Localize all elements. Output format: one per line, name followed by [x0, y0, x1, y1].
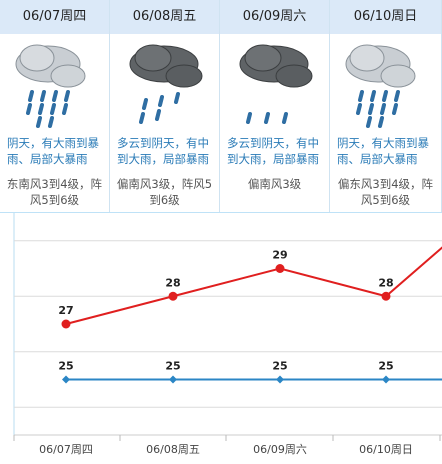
temperature-chart: 27 28 29 28 25 25 25 25 06/07周四 06/08周五 06/09周六 06/…	[0, 213, 442, 464]
x-tick-label: 06/08周五	[146, 443, 200, 456]
condition-text: 多云到阴天，有中到大雨，局部暴雨	[117, 136, 209, 166]
data-label: 29	[272, 249, 287, 262]
wind-text: 偏东风3到4级，阵风5到6级	[337, 177, 434, 207]
data-label: 28	[378, 276, 393, 289]
data-point	[169, 375, 177, 384]
moderate-rain-icon	[110, 34, 219, 130]
date-label: 06/10周日	[330, 0, 441, 34]
data-point	[62, 375, 70, 384]
heavy-rain-icon	[0, 34, 109, 130]
data-point	[61, 319, 71, 329]
data-label: 28	[165, 276, 180, 289]
wind-text: 东南风3到4级，阵风5到6级	[6, 177, 103, 207]
x-tick-label: 06/09周六	[253, 443, 307, 456]
data-label: 25	[58, 360, 73, 373]
day-column-4: 06/10周日 阴天，有大雨到暴雨、局部大暴雨 偏东风3到4级，阵风5到6级	[330, 0, 442, 212]
series-line-1	[65, 246, 442, 325]
day-column-3: 06/09周六 多云到阴天，有中到大雨，局部暴雨 偏南风3级	[220, 0, 330, 212]
x-tick-label: 06/10周日	[359, 443, 413, 456]
temperature-chart-svg: 27 28 29 28 25 25 25 25 06/07周四 06/08周五 06/09周六 06/…	[13, 213, 442, 456]
wind-text: 偏南风3级，阵风5到6级	[116, 177, 213, 207]
data-label: 25	[378, 360, 393, 373]
data-point	[382, 375, 390, 384]
data-label: 27	[58, 304, 73, 317]
data-label: 25	[165, 360, 180, 373]
x-tick-label: 06/07周四	[39, 443, 93, 456]
data-point	[381, 291, 391, 301]
wind-text: 偏南风3级	[247, 177, 302, 191]
data-point	[275, 264, 285, 273]
condition-text: 阴天，有大雨到暴雨、局部大暴雨	[7, 136, 99, 166]
date-label: 06/09周六	[220, 0, 329, 34]
section-divider	[0, 212, 442, 213]
data-label: 25	[272, 360, 287, 373]
condition-text: 多云到阴天，有中到大雨，局部暴雨	[227, 136, 319, 166]
day-column-2: 06/08周五 多云到阴天，有中到大雨，局部暴雨 偏南风3级，阵风5到6级	[110, 0, 220, 212]
light-rain-icon	[220, 34, 329, 130]
data-point	[276, 375, 284, 384]
forecast-cards: 06/07周四 阴天，有大雨到暴雨、局部大暴雨 东南风3到4级，阵风5到6级 0…	[0, 0, 442, 212]
data-point	[168, 291, 178, 301]
date-label: 06/08周五	[110, 0, 219, 34]
day-column-1: 06/07周四 阴天，有大雨到暴雨、局部大暴雨 东南风3到4级，阵风5到6级	[0, 0, 110, 212]
heavy-rain-icon	[330, 34, 441, 130]
date-label: 06/07周四	[0, 0, 109, 34]
condition-text: 阴天，有大雨到暴雨、局部大暴雨	[337, 136, 429, 166]
